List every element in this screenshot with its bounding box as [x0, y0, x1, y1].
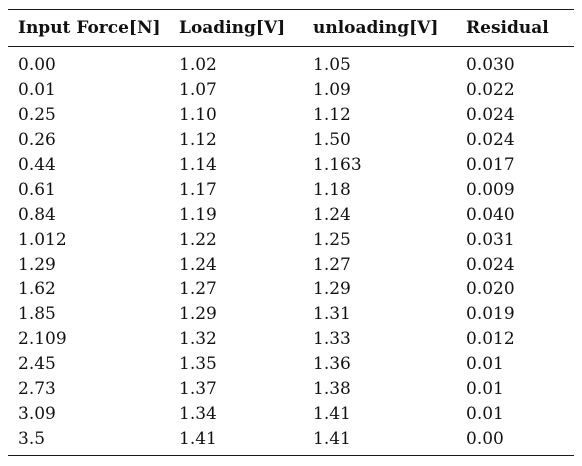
table-row: 2.73 1.37 1.38 0.01: [8, 377, 574, 402]
cell-unloading: 1.25: [313, 229, 351, 250]
cell-residual: 0.024: [466, 254, 515, 275]
table-row: 2.109 1.32 1.33 0.012: [8, 327, 574, 352]
cell-unloading: 1.29: [313, 279, 351, 300]
cell-unloading: 1.24: [313, 204, 351, 225]
cell-residual: 0.030: [466, 55, 515, 76]
cell-input-force: 2.109: [18, 329, 67, 350]
cell-residual: 0.017: [466, 155, 515, 175]
table-header: Input Force[N] Loading[V] unloading[V] R…: [8, 10, 574, 46]
cell-loading: 1.27: [179, 279, 217, 300]
cell-residual: 0.040: [466, 204, 515, 225]
force-voltage-table: Input Force[N] Loading[V] unloading[V] R…: [8, 10, 574, 46]
cell-unloading: 1.18: [313, 179, 351, 200]
cell-loading: 1.07: [179, 80, 217, 101]
cell-unloading: 1.33: [313, 329, 351, 350]
cell-input-force: 2.45: [18, 354, 56, 375]
cell-residual: 0.019: [466, 304, 515, 325]
header-rule: [8, 46, 574, 47]
cell-unloading: 1.27: [313, 254, 351, 275]
cell-unloading: 1.41: [313, 428, 351, 449]
cell-input-force: 2.73: [18, 379, 56, 400]
header-row: Input Force[N] Loading[V] unloading[V] R…: [8, 10, 574, 46]
table-row: 1.62 1.27 1.29 0.020: [8, 277, 574, 302]
cell-input-force: 3.5: [18, 428, 46, 449]
cell-residual: 0.009: [466, 179, 515, 200]
header-loading: Loading[V]: [179, 18, 286, 38]
cell-unloading: 1.163: [313, 155, 362, 175]
header-residual: Residual: [466, 18, 549, 38]
cell-residual: 0.01: [466, 379, 504, 400]
cell-loading: 1.02: [179, 55, 217, 76]
cell-unloading: 1.41: [313, 403, 351, 424]
cell-unloading: 1.05: [313, 55, 351, 76]
table-row: 0.84 1.19 1.24 0.040: [8, 202, 574, 227]
cell-loading: 1.29: [179, 304, 217, 325]
table-row: 1.012 1.22 1.25 0.031: [8, 227, 574, 252]
cell-loading: 1.17: [179, 179, 217, 200]
cell-unloading: 1.12: [313, 105, 351, 126]
cell-input-force: 1.012: [18, 229, 67, 250]
cell-loading: 1.35: [179, 354, 217, 375]
cell-input-force: 1.29: [18, 254, 56, 275]
cell-residual: 0.024: [466, 130, 515, 151]
cell-residual: 0.01: [466, 403, 504, 424]
cell-input-force: 1.85: [18, 304, 56, 325]
cell-residual: 0.01: [466, 354, 504, 375]
cell-loading: 1.19: [179, 204, 217, 225]
data-table: Input Force[N] Loading[V] unloading[V] R…: [8, 9, 574, 457]
cell-input-force: 0.00: [18, 55, 56, 76]
cell-unloading: 1.38: [313, 379, 351, 400]
cell-loading: 1.22: [179, 229, 217, 250]
cell-residual: 0.024: [466, 105, 515, 126]
cell-input-force: 0.44: [18, 155, 56, 175]
cell-unloading: 1.50: [313, 130, 351, 151]
cell-input-force: 0.25: [18, 105, 56, 126]
table-row: 0.44 1.14 1.163 0.017: [8, 153, 574, 178]
cell-loading: 1.10: [179, 105, 217, 126]
force-voltage-table-body: 0.00 1.02 1.05 0.030 0.01 1.07 1.09 0.022 0.25 1.…: [8, 47, 574, 455]
cell-input-force: 3.09: [18, 403, 56, 424]
cell-loading: 1.41: [179, 428, 217, 449]
cell-residual: 0.012: [466, 329, 515, 350]
cell-loading: 1.14: [179, 155, 217, 175]
table-body: 0.00 1.02 1.05 0.030 0.01 1.07 1.09 0.022 0.25 1.…: [8, 47, 574, 455]
table-row: 0.25 1.10 1.12 0.024: [8, 103, 574, 128]
cell-loading: 1.37: [179, 379, 217, 400]
cell-loading: 1.12: [179, 130, 217, 151]
table-row: 2.45 1.35 1.36 0.01: [8, 352, 574, 377]
cell-unloading: 1.09: [313, 80, 351, 101]
table-row: 3.09 1.34 1.41 0.01: [8, 401, 574, 426]
header-input-force: Input Force[N]: [18, 18, 161, 38]
cell-residual: 0.022: [466, 80, 515, 101]
cell-loading: 1.24: [179, 254, 217, 275]
cell-loading: 1.32: [179, 329, 217, 350]
cell-input-force: 0.61: [18, 179, 56, 200]
cell-loading: 1.34: [179, 403, 217, 424]
cell-input-force: 0.26: [18, 130, 56, 151]
cell-input-force: 0.01: [18, 80, 56, 101]
table-row: 0.26 1.12 1.50 0.024: [8, 128, 574, 153]
cell-residual: 0.020: [466, 279, 515, 300]
table-row: 3.5 1.41 1.41 0.00: [8, 426, 574, 455]
bottom-rule: [8, 455, 574, 457]
table-row: 0.61 1.17 1.18 0.009: [8, 177, 574, 202]
cell-unloading: 1.36: [313, 354, 351, 375]
cell-unloading: 1.31: [313, 304, 351, 325]
header-unloading: unloading[V]: [313, 18, 439, 38]
table-row: 1.29 1.24 1.27 0.024: [8, 252, 574, 277]
top-rule: [8, 9, 574, 10]
table-row: 1.85 1.29 1.31 0.019: [8, 302, 574, 327]
cell-residual: 0.031: [466, 229, 515, 250]
cell-input-force: 1.62: [18, 279, 56, 300]
table-row: 0.01 1.07 1.09 0.022: [8, 78, 574, 103]
cell-input-force: 0.84: [18, 204, 56, 225]
table-row: 0.00 1.02 1.05 0.030: [8, 47, 574, 78]
cell-residual: 0.00: [466, 428, 504, 449]
